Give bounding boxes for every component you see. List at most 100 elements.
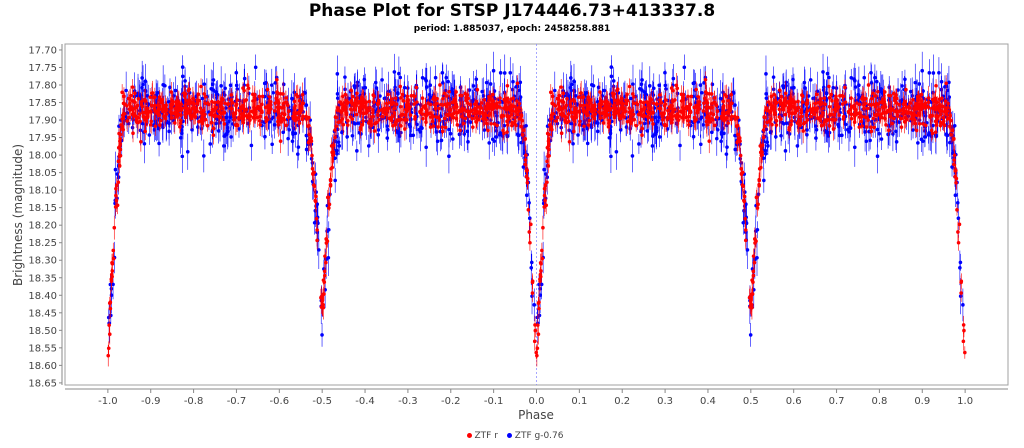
data-point (701, 123, 705, 127)
data-point (598, 111, 602, 115)
data-point (465, 129, 470, 134)
data-point (505, 130, 509, 134)
data-point (818, 102, 823, 107)
data-point (390, 102, 394, 107)
data-point (396, 118, 400, 123)
data-point (625, 119, 630, 124)
data-point (277, 114, 282, 119)
data-point (285, 103, 290, 108)
data-point (113, 167, 118, 172)
data-point (568, 85, 573, 90)
data-point (766, 144, 770, 148)
data-point (801, 129, 805, 133)
data-point (783, 149, 788, 153)
data-point (300, 117, 305, 122)
data-point (555, 121, 560, 126)
data-point (372, 129, 377, 133)
data-point (805, 117, 810, 122)
data-point (691, 81, 696, 86)
data-point (562, 105, 566, 110)
data-point (466, 140, 470, 144)
data-point (567, 119, 571, 124)
data-point (500, 113, 504, 118)
data-point (480, 89, 484, 94)
data-point (109, 313, 113, 318)
data-point (540, 256, 545, 261)
data-point (783, 112, 788, 117)
chart-subtitle: period: 1.885037, epoch: 2458258.881 (413, 24, 611, 34)
data-point (281, 82, 286, 87)
data-point (952, 136, 956, 141)
data-point (561, 91, 566, 96)
data-point (457, 132, 462, 137)
data-point (482, 97, 487, 102)
data-point (131, 131, 135, 136)
data-point (934, 134, 938, 139)
data-point (328, 192, 332, 197)
data-point (630, 108, 634, 113)
data-point (601, 121, 606, 125)
data-point (114, 183, 119, 188)
data-point (401, 99, 406, 103)
data-point (343, 92, 348, 97)
data-point (398, 75, 403, 80)
data-point (412, 94, 417, 99)
data-point (663, 70, 667, 75)
data-point (629, 96, 633, 101)
data-point (157, 141, 161, 146)
data-point (834, 86, 839, 90)
data-point (963, 350, 967, 355)
data-point (492, 139, 497, 143)
data-point (559, 85, 563, 89)
data-point (279, 106, 284, 110)
data-point (349, 98, 354, 103)
data-point (270, 142, 274, 147)
data-point (409, 117, 413, 122)
data-point (393, 96, 398, 100)
data-point (274, 96, 278, 101)
data-point (438, 83, 442, 87)
data-point (962, 328, 966, 333)
data-point (784, 121, 789, 125)
data-point (534, 350, 538, 355)
data-point (228, 83, 233, 88)
data-point (774, 134, 778, 139)
data-point (157, 113, 161, 118)
data-point (651, 134, 655, 138)
data-point (784, 80, 788, 85)
data-point (149, 119, 154, 124)
data-point (875, 154, 880, 158)
data-point (642, 121, 647, 126)
data-point (409, 133, 413, 138)
data-point (700, 91, 704, 95)
data-point (931, 71, 936, 75)
data-point (488, 82, 493, 86)
data-point (169, 111, 174, 115)
data-point (195, 98, 199, 103)
data-point (305, 116, 309, 121)
data-point (950, 165, 954, 169)
data-point (866, 83, 871, 87)
data-point (529, 260, 534, 265)
data-point (921, 89, 925, 93)
data-point (290, 96, 294, 101)
data-point (708, 106, 713, 110)
data-point (578, 119, 582, 124)
data-point (609, 154, 613, 159)
data-point (659, 101, 664, 105)
data-point (958, 260, 963, 265)
data-point (356, 121, 360, 125)
data-point (231, 114, 236, 119)
data-point (161, 125, 165, 130)
data-point (511, 79, 515, 84)
data-point (471, 84, 476, 88)
data-point (312, 184, 317, 189)
data-point (958, 294, 963, 298)
data-point (662, 111, 666, 115)
data-point (533, 328, 538, 333)
data-point (928, 113, 933, 118)
data-point (515, 99, 519, 103)
data-point (405, 86, 410, 90)
data-point (665, 127, 670, 131)
data-point (237, 127, 241, 131)
